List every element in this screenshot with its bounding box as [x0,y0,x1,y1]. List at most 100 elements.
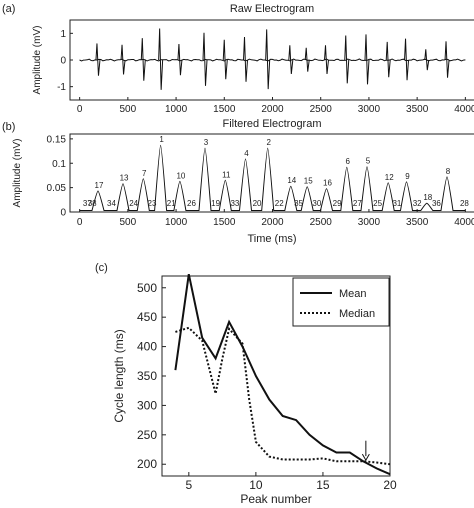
c-ytick-label: 350 [137,369,157,383]
b-peak-label: 11 [222,170,231,179]
b-ytick-label: 0 [60,208,66,219]
c-ytick-label: 200 [137,457,157,471]
b-peak-label: 5 [366,157,371,166]
a-spike [222,39,228,80]
panel-a-raw-electrogram: (a) Raw Electrogram 0 500 1000 1500 2000 2500… [2,3,474,115]
a-xtick-label: 3000 [358,104,381,115]
b-peak-label: 3 [204,138,209,147]
c-ytick-label: 250 [137,428,157,442]
b-minor-label: 33 [230,199,239,208]
c-ytick-label: 450 [137,310,157,324]
panel-c-ylabel: Cycle length (ms) [112,329,126,422]
panel-c-label: (c) [95,262,108,274]
panel-c-cycle-length: (c) 5 10 15 20 200 250 300 350 400 450 500 Mean M… [95,262,397,506]
a-spike [288,45,294,74]
b-minor-label: 38 [88,199,97,208]
b-minor-label: 32 [413,199,422,208]
b-peak-label: 16 [323,179,332,188]
panel-b-label: (b) [2,121,15,133]
b-peak-label: 14 [287,176,296,185]
b-minor-label: 29 [333,199,342,208]
b-ytick-label: 0.15 [47,134,67,145]
c-xtick-label: 15 [316,478,330,492]
a-xtick-label: 4000 [454,104,474,115]
b-peak-label: 1 [159,135,164,144]
b-minor-label: 34 [107,199,116,208]
panel-a-x-ticks: 0 500 1000 1500 2000 2500 3000 3500 4000 [77,97,474,115]
panel-b-y-ticks: 0 0.05 0.1 0.15 [47,134,73,219]
panel-c-y-ticks: 200 250 300 350 400 450 500 [137,281,166,471]
legend-median-label: Median [339,308,375,320]
b-minor-label: 22 [275,199,284,208]
panel-a-signal [79,28,466,90]
c-xtick-label: 20 [383,478,397,492]
b-peak-label: 18 [423,193,432,202]
b-minor-label: 20 [253,199,262,208]
b-xtick-label: 1000 [165,217,188,228]
panel-a-y-ticks: -1 0 1 [57,29,73,93]
panel-b-filtered-electrogram: (b) Filtered Electrogram 0 500 1000 1500 20 0… [2,118,474,245]
a-spike [364,34,370,85]
a-spike [444,41,450,78]
a-spike [265,29,271,90]
panel-c-xlabel: Peak number [240,492,311,506]
b-minor-label: 25 [373,199,382,208]
b-peak-label: 7 [142,169,147,178]
c-ytick-label: 300 [137,398,157,412]
panel-c-x-ticks: 5 10 15 20 [185,472,397,492]
panel-a-ylabel: Amplitude (mV) [32,26,43,95]
a-spike [202,32,208,86]
panel-b-peak-labels: 17 13 7 1 10 3 11 4 2 14 15 16 6 5 12 9 18 8 [95,135,451,202]
panel-b-x-ticks: 0 500 1000 1500 2000 2500 3000 3500 4000 [77,209,474,228]
b-peak-label: 4 [244,149,249,158]
a-spike [120,44,126,75]
b-minor-label: 23 [148,199,157,208]
a-spike [140,38,146,81]
c-xtick-label: 10 [249,478,263,492]
b-xtick-label: 1500 [213,217,236,228]
b-minor-label: 21 [167,199,176,208]
a-spike [177,43,183,76]
b-peak-label: 6 [346,157,351,166]
b-minor-label: 30 [312,199,321,208]
a-xtick-label: 3500 [406,104,429,115]
a-spike [304,47,310,72]
a-spike [324,45,329,74]
a-ytick-label: 0 [60,56,66,67]
b-xtick-label: 0 [77,217,83,228]
b-minor-label: 28 [460,199,469,208]
b-xtick-label: 4000 [454,217,474,228]
b-peak-label: 13 [120,174,129,183]
b-peak-label: 9 [405,172,410,181]
a-xtick-label: 2000 [261,104,284,115]
b-peak-label: 12 [385,173,394,182]
c-xtick-label: 5 [185,478,192,492]
b-minor-label: 27 [353,199,362,208]
legend-box [292,277,390,327]
b-ytick-label: 0.1 [52,159,66,170]
a-xtick-label: 0 [77,104,83,115]
panel-c-annotations [361,440,370,462]
b-peak-label: 15 [304,177,313,186]
a-xtick-label: 1000 [165,104,188,115]
a-spike [385,41,391,78]
b-minor-label: 24 [129,199,138,208]
b-minor-label: 19 [211,199,220,208]
b-ytick-label: 0.05 [47,183,67,194]
a-spike [404,38,410,81]
a-spike [158,28,164,90]
legend-mean-label: Mean [339,288,367,300]
panel-a-label: (a) [2,3,15,15]
b-xtick-label: 500 [120,217,137,228]
b-peak-label: 17 [95,181,104,190]
a-xtick-label: 500 [120,104,137,115]
a-spike [344,35,350,84]
panel-c-series [174,273,391,476]
b-xtick-label: 3500 [406,217,429,228]
c-series-median-line [175,326,391,466]
panel-b-title: Filtered Electrogram [222,118,321,130]
a-baseline [79,58,466,62]
b-peak-label: 8 [446,167,451,176]
c-arrow-head [361,453,370,462]
